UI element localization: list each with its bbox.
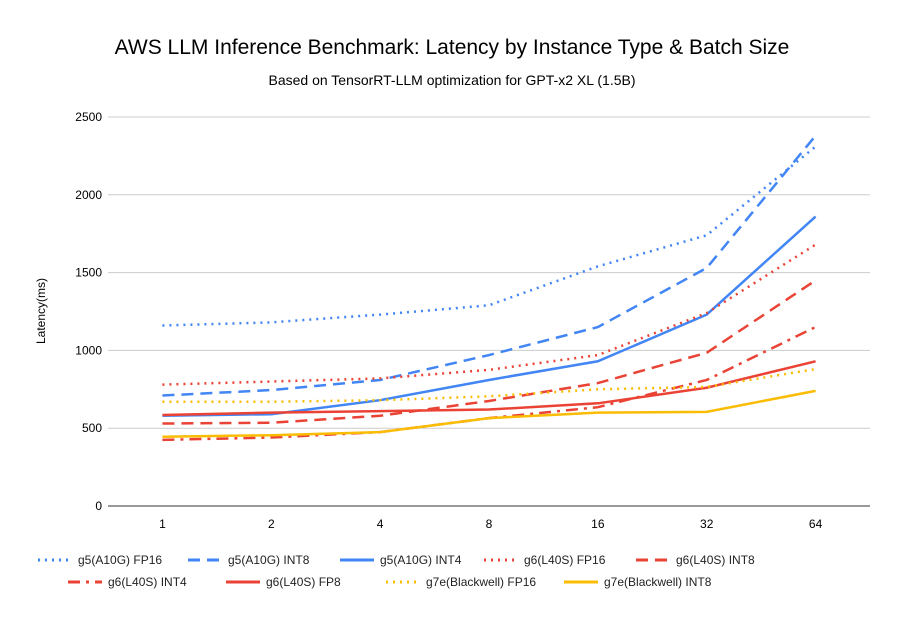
y-tick-label: 2000 — [75, 188, 102, 202]
chart-title: AWS LLM Inference Benchmark: Latency by … — [115, 36, 790, 59]
x-tick-label: 8 — [486, 517, 493, 531]
y-tick-label: 1000 — [75, 343, 102, 357]
x-tick-label: 64 — [809, 517, 823, 531]
series-line-4 — [162, 280, 815, 423]
legend-label: g7e(Blackwell) INT8 — [604, 575, 712, 589]
legend-label: g6(L40S) FP8 — [266, 575, 341, 589]
legend-label: g7e(Blackwell) FP16 — [426, 575, 536, 589]
legend-item[interactable]: g5(A10G) INT4 — [340, 553, 462, 567]
series-line-1 — [162, 136, 815, 396]
y-tick-label: 500 — [82, 421, 102, 435]
legend-label: g5(A10G) INT8 — [228, 553, 310, 567]
legend-item[interactable]: g5(A10G) FP16 — [38, 553, 162, 567]
x-tick-label: 32 — [700, 517, 714, 531]
x-tick-label: 16 — [591, 517, 605, 531]
legend-item[interactable]: g5(A10G) INT8 — [188, 553, 310, 567]
legend-item[interactable]: g6(L40S) INT4 — [68, 575, 187, 589]
legend-label: g6(L40S) INT4 — [108, 575, 187, 589]
x-tick-label: 2 — [268, 517, 275, 531]
chart-subtitle: Based on TensorRT-LLM optimization for G… — [268, 72, 635, 88]
x-tick-label: 4 — [377, 517, 384, 531]
legend-item[interactable]: g6(L40S) FP8 — [226, 575, 341, 589]
y-tick-label: 0 — [95, 499, 102, 513]
series-line-3 — [162, 245, 815, 385]
legend-label: g6(L40S) FP16 — [524, 553, 606, 567]
y-tick-label: 1500 — [75, 266, 102, 280]
y-tick-label: 2500 — [75, 110, 102, 124]
series-line-6 — [162, 361, 815, 415]
y-axis-label: Latency(ms) — [34, 278, 48, 344]
legend-label: g5(A10G) FP16 — [78, 553, 162, 567]
legend-item[interactable]: g7e(Blackwell) INT8 — [564, 575, 712, 589]
legend-item[interactable]: g6(L40S) INT8 — [636, 553, 755, 567]
x-tick-label: 1 — [159, 517, 166, 531]
legend-item[interactable]: g7e(Blackwell) FP16 — [386, 575, 536, 589]
series-line-0 — [162, 147, 815, 326]
legend-item[interactable]: g6(L40S) FP16 — [484, 553, 606, 567]
legend-label: g6(L40S) INT8 — [676, 553, 755, 567]
legend-label: g5(A10G) INT4 — [380, 553, 462, 567]
